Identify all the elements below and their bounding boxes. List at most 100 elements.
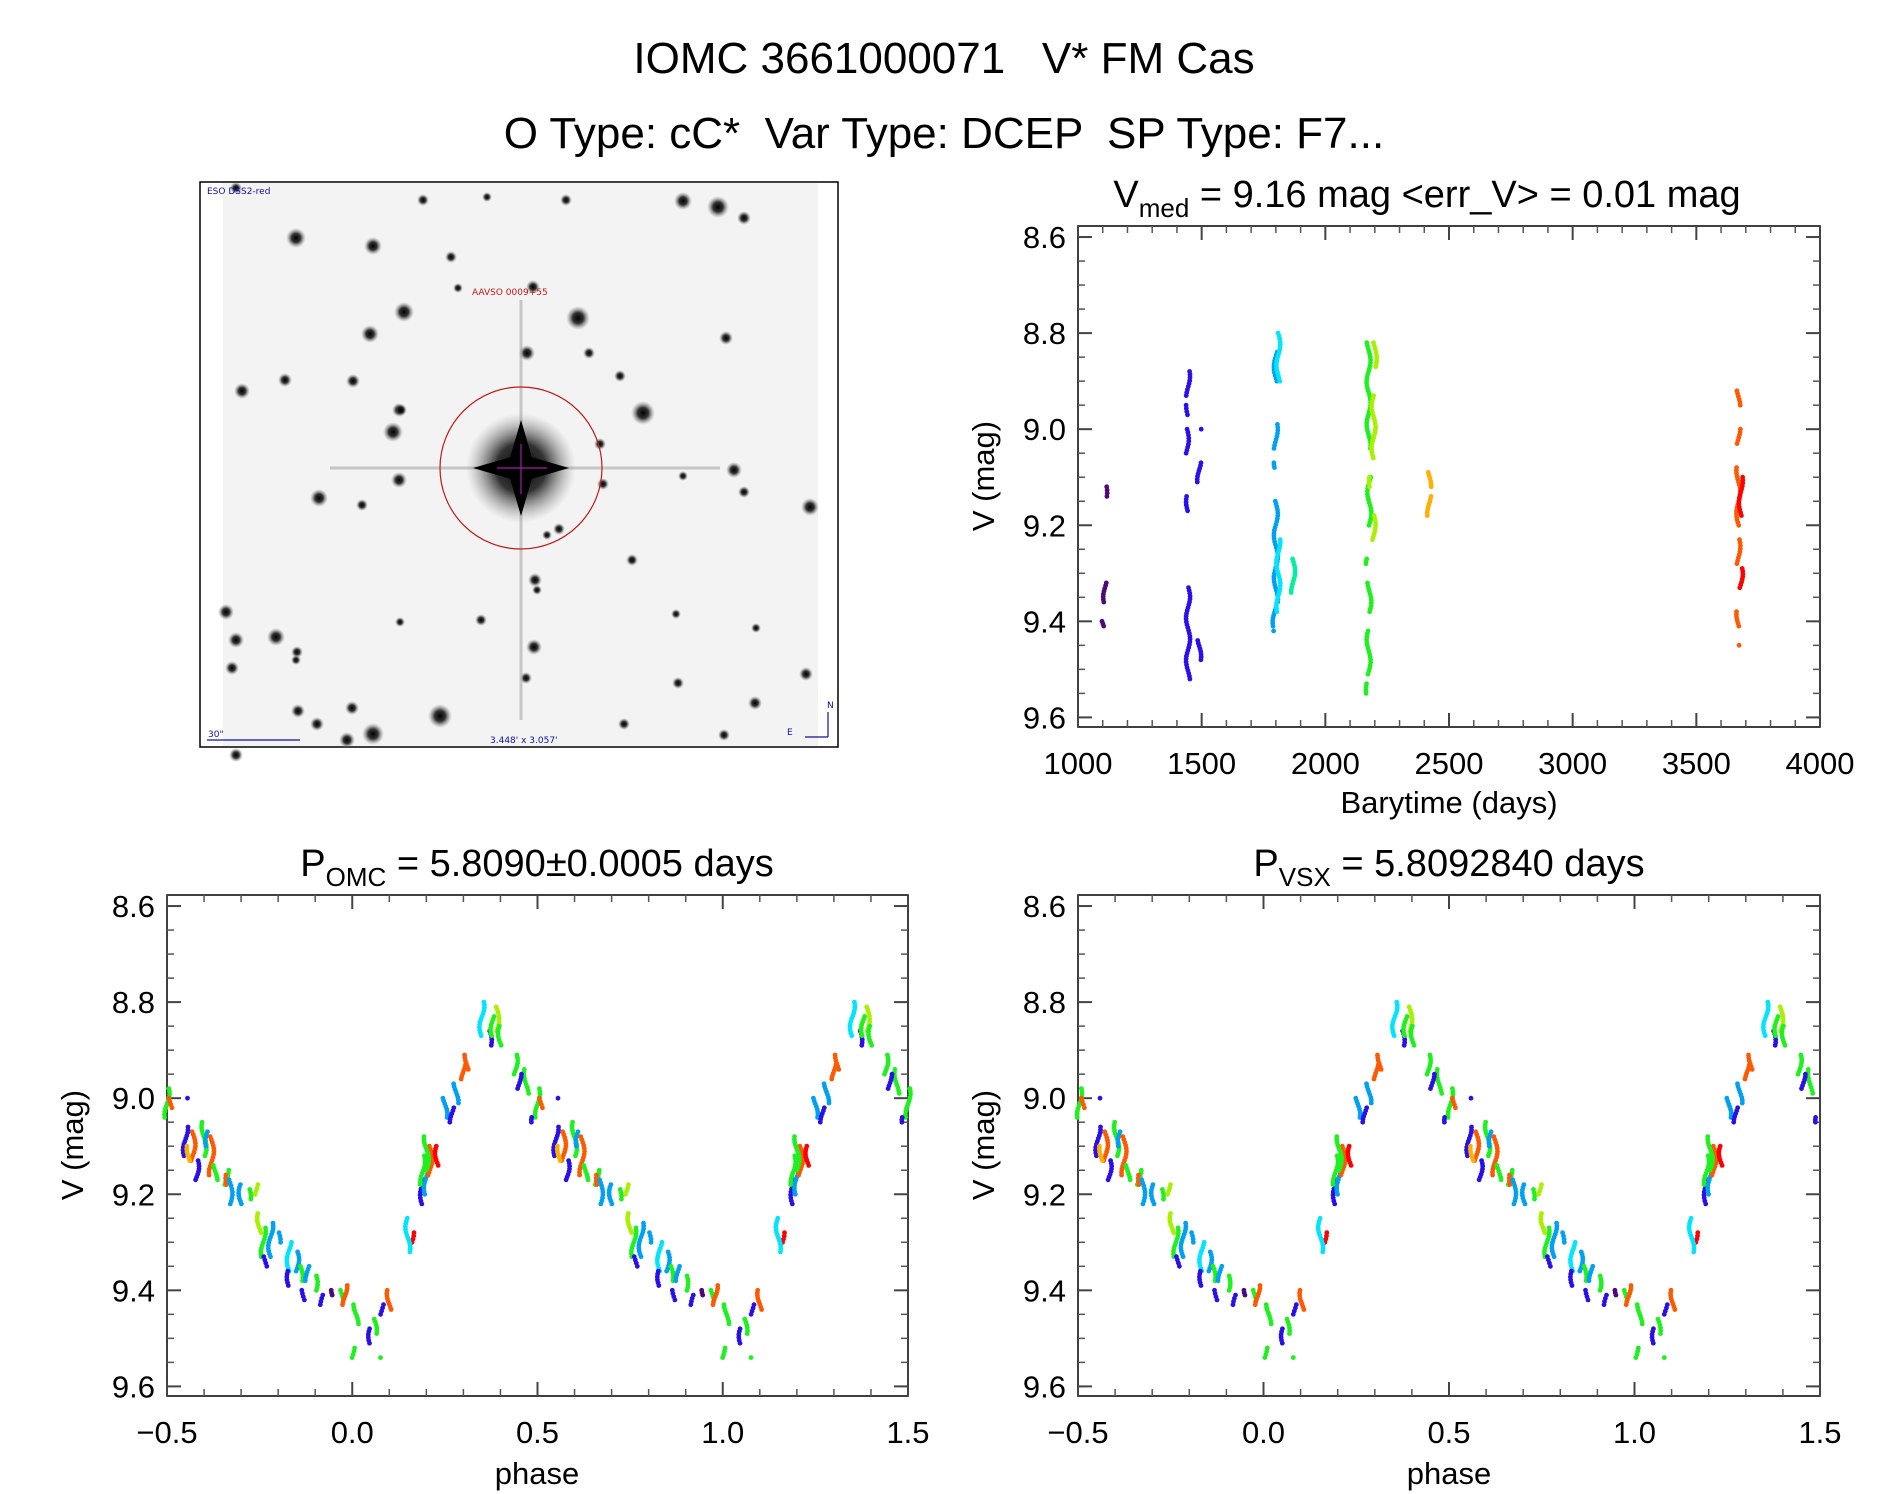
data-point xyxy=(1468,1095,1474,1101)
y-tick-label: 8.6 xyxy=(1023,220,1066,255)
data-point xyxy=(557,1158,563,1163)
data-point xyxy=(1187,676,1193,682)
star xyxy=(228,632,244,648)
data-point xyxy=(1476,1177,1482,1183)
data-point xyxy=(759,1307,764,1312)
target-label: AAVSO 0009+55 xyxy=(472,288,548,298)
star xyxy=(737,211,751,225)
data-point xyxy=(1536,1191,1541,1197)
x-tick-label: 0.0 xyxy=(1242,1415,1285,1450)
star xyxy=(395,404,407,416)
data-point xyxy=(1734,441,1740,446)
data-points xyxy=(1074,999,1818,1360)
y-tick-label: 9.2 xyxy=(112,1177,155,1212)
data-point xyxy=(859,1042,865,1048)
y-tick-label: 9.2 xyxy=(1023,1177,1066,1212)
data-point xyxy=(1099,1158,1105,1163)
data-point xyxy=(788,1182,794,1187)
data-point xyxy=(356,1321,361,1327)
x-tick-label: 1.5 xyxy=(886,1415,929,1450)
data-point xyxy=(367,1340,372,1346)
data-point xyxy=(1585,1297,1591,1303)
data-point xyxy=(684,1287,690,1293)
data-point xyxy=(1810,1091,1816,1096)
data-point xyxy=(1127,1177,1133,1183)
data-point xyxy=(1198,1283,1204,1288)
data-point xyxy=(1813,1119,1818,1125)
data-point xyxy=(1465,1153,1470,1159)
data-point xyxy=(1140,1201,1146,1207)
data-point xyxy=(1074,1115,1080,1120)
star xyxy=(678,471,688,481)
star xyxy=(291,655,301,665)
data-point xyxy=(1271,446,1277,451)
data-point xyxy=(529,1119,534,1125)
data-point xyxy=(1613,1292,1619,1298)
data-point xyxy=(1198,426,1204,432)
star xyxy=(526,639,542,655)
data-point xyxy=(1439,1091,1445,1096)
y-tick-label: 8.6 xyxy=(1023,889,1066,924)
data-point xyxy=(329,1292,335,1298)
data-point xyxy=(1370,537,1375,543)
star xyxy=(482,192,492,202)
data-point xyxy=(710,1302,716,1308)
data-point xyxy=(1736,522,1742,528)
star xyxy=(230,182,242,194)
data-point xyxy=(656,1283,662,1288)
data-point xyxy=(1453,1105,1458,1111)
data-point xyxy=(1371,1076,1377,1082)
data-point xyxy=(302,1297,307,1303)
data-point xyxy=(1402,1033,1407,1039)
data-point xyxy=(688,1302,694,1308)
data-point xyxy=(1734,561,1740,567)
data-point xyxy=(1183,393,1189,398)
data-point xyxy=(1532,1196,1537,1202)
data-point xyxy=(885,1086,891,1091)
data-points xyxy=(1099,330,1746,696)
data-point xyxy=(638,1254,644,1260)
data-point xyxy=(258,1230,264,1236)
star xyxy=(597,478,609,490)
star xyxy=(626,554,638,566)
phase-omc-plot: POMC = 5.8090±0.0005 days phase V (mag) … xyxy=(55,843,930,1491)
data-point xyxy=(849,1033,855,1039)
phase-vsx-title: PVSX = 5.8092840 days xyxy=(1253,843,1644,892)
star xyxy=(234,383,250,399)
data-point xyxy=(1772,1042,1778,1048)
data-point xyxy=(836,1067,842,1072)
star xyxy=(428,704,452,728)
data-point xyxy=(1672,1307,1678,1312)
data-point xyxy=(1171,1230,1177,1236)
data-point xyxy=(511,1071,517,1077)
data-point xyxy=(1507,1182,1513,1187)
data-point xyxy=(1709,1172,1715,1178)
data-point xyxy=(1548,1263,1553,1269)
data-point xyxy=(1470,1158,1476,1163)
data-point xyxy=(563,1177,569,1183)
data-point xyxy=(826,1100,832,1106)
y-tick-label: 9.6 xyxy=(112,1369,155,1404)
star xyxy=(278,373,292,387)
data-point xyxy=(302,1278,308,1284)
star xyxy=(225,661,239,675)
phase-omc-title: POMC = 5.8090±0.0005 days xyxy=(300,843,773,892)
data-point xyxy=(1194,479,1200,485)
x-tick-label: −0.5 xyxy=(136,1415,197,1450)
figure-title-line2: O Type: cC* Var Type: DCEP SP Type: F7..… xyxy=(504,109,1384,158)
phase-omc-ylabel: V (mag) xyxy=(55,1090,90,1200)
x-tick-label: 1.0 xyxy=(1613,1415,1656,1450)
star xyxy=(310,717,324,731)
data-point xyxy=(903,1115,909,1120)
data-point xyxy=(1658,1331,1663,1336)
data-point xyxy=(882,1071,887,1077)
star xyxy=(339,732,355,748)
x-tick-label: 0.0 xyxy=(331,1415,374,1450)
star xyxy=(395,617,405,627)
data-point xyxy=(1136,1182,1142,1187)
data-point xyxy=(1373,364,1378,370)
phase-vsx-plot: PVSX = 5.8092840 days phase V (mag) −0.5… xyxy=(966,843,1842,1491)
data-point xyxy=(1288,590,1294,595)
star xyxy=(553,523,565,535)
star xyxy=(346,374,360,388)
